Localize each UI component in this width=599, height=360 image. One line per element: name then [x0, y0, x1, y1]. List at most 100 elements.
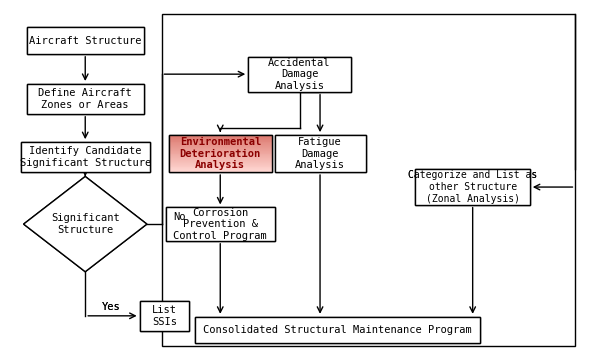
Bar	[169, 161, 271, 162]
Text: Aircraft Structure: Aircraft Structure	[29, 36, 141, 46]
Bar	[169, 151, 271, 153]
Bar	[169, 164, 271, 166]
Bar	[195, 317, 480, 343]
Bar	[169, 157, 271, 158]
Text: Consolidated Structural Maintenance Program: Consolidated Structural Maintenance Prog…	[203, 325, 472, 335]
Text: Categorize and List as
other Structure
(Zonal Analysis): Categorize and List as other Structure (…	[408, 170, 537, 204]
Bar	[140, 301, 189, 331]
Bar	[169, 148, 271, 149]
Bar	[169, 140, 271, 141]
Bar	[169, 157, 271, 158]
Bar	[169, 149, 271, 150]
Bar	[140, 301, 189, 331]
Text: Define Aircraft
Zones or Areas: Define Aircraft Zones or Areas	[38, 88, 132, 110]
Bar	[169, 135, 271, 136]
Bar	[274, 135, 365, 172]
Bar	[169, 141, 271, 143]
Bar	[169, 142, 271, 143]
Bar	[169, 139, 271, 140]
Bar	[169, 136, 271, 137]
Text: Corrosion
Prevention &
Control Program: Corrosion Prevention & Control Program	[173, 207, 267, 241]
Bar	[169, 149, 271, 150]
Text: Categorize and List as
other Structure
(Zonal Analysis): Categorize and List as other Structure (…	[408, 170, 537, 204]
Bar	[416, 170, 530, 205]
Bar	[169, 155, 271, 156]
Bar	[169, 169, 271, 170]
Text: Define Aircraft
Zones or Areas: Define Aircraft Zones or Areas	[38, 88, 132, 110]
Bar	[166, 207, 274, 241]
Text: Consolidated Structural Maintenance Program: Consolidated Structural Maintenance Prog…	[203, 325, 472, 335]
Text: Yes: Yes	[102, 302, 121, 312]
Bar	[169, 167, 271, 168]
Bar	[169, 159, 271, 160]
Bar	[416, 170, 530, 205]
Bar	[248, 57, 351, 92]
Bar	[169, 141, 271, 143]
Bar	[169, 136, 271, 138]
Text: Fatigue
Damage
Analysis: Fatigue Damage Analysis	[295, 137, 345, 170]
Bar	[169, 151, 271, 153]
Bar	[169, 138, 271, 139]
Bar	[169, 160, 271, 161]
Bar	[169, 147, 271, 148]
Text: Identify Candidate
Significant Structure: Identify Candidate Significant Structure	[20, 146, 151, 168]
Bar	[169, 149, 271, 151]
Bar	[169, 138, 271, 139]
Bar	[169, 144, 271, 145]
Bar	[169, 135, 271, 172]
Bar	[26, 84, 144, 114]
Bar	[169, 135, 271, 136]
Bar	[169, 156, 271, 157]
Bar	[169, 158, 271, 159]
Bar	[195, 317, 480, 343]
Bar	[169, 169, 271, 170]
Bar	[169, 162, 271, 163]
Bar	[169, 162, 271, 163]
Bar	[169, 166, 271, 167]
Bar	[169, 163, 271, 165]
Bar	[169, 154, 271, 156]
Text: Significant
Structure: Significant Structure	[51, 213, 120, 235]
Bar	[169, 161, 271, 162]
Bar	[169, 162, 271, 164]
Text: Environmental
Deterioration
Analysis: Environmental Deterioration Analysis	[180, 137, 261, 170]
Bar	[169, 170, 271, 171]
Text: Accidental
Damage
Analysis: Accidental Damage Analysis	[268, 58, 331, 91]
Bar	[169, 156, 271, 157]
Text: Aircraft Structure: Aircraft Structure	[29, 36, 141, 46]
Bar	[169, 147, 271, 148]
Text: Accidental
Damage
Analysis: Accidental Damage Analysis	[268, 58, 331, 91]
Text: Environmental
Deterioration
Analysis: Environmental Deterioration Analysis	[180, 137, 261, 170]
Bar	[169, 160, 271, 161]
Bar	[169, 143, 271, 144]
Bar	[169, 165, 271, 167]
Bar	[21, 142, 150, 172]
Bar	[169, 171, 271, 172]
Bar	[169, 163, 271, 165]
Bar	[26, 84, 144, 114]
Text: Fatigue
Damage
Analysis: Fatigue Damage Analysis	[295, 137, 345, 170]
Bar	[169, 138, 271, 140]
Bar	[169, 142, 271, 143]
Bar	[169, 148, 271, 149]
Bar	[169, 155, 271, 156]
Bar	[169, 159, 271, 160]
Text: List
SSIs: List SSIs	[152, 305, 177, 327]
Bar	[169, 146, 271, 147]
Bar	[169, 140, 271, 141]
Polygon shape	[23, 176, 147, 272]
Bar	[169, 150, 271, 152]
Bar	[169, 168, 271, 169]
Bar	[169, 139, 271, 140]
Bar	[169, 167, 271, 168]
Bar	[169, 145, 271, 146]
Bar	[169, 143, 271, 144]
Bar	[169, 154, 271, 156]
Bar	[169, 162, 271, 164]
Bar	[169, 171, 271, 172]
Text: Identify Candidate
Significant Structure: Identify Candidate Significant Structure	[20, 146, 151, 168]
Bar	[21, 142, 150, 172]
Bar	[274, 135, 365, 172]
Text: Significant
Structure: Significant Structure	[51, 213, 120, 235]
Bar	[169, 170, 271, 171]
